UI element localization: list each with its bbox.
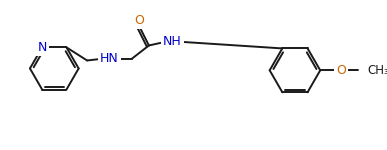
Text: HN: HN [100,52,119,65]
Text: N: N [38,41,47,54]
Text: O: O [135,14,144,27]
Text: NH: NH [163,35,182,48]
Text: O: O [336,64,346,77]
Text: CH₃: CH₃ [367,64,387,77]
